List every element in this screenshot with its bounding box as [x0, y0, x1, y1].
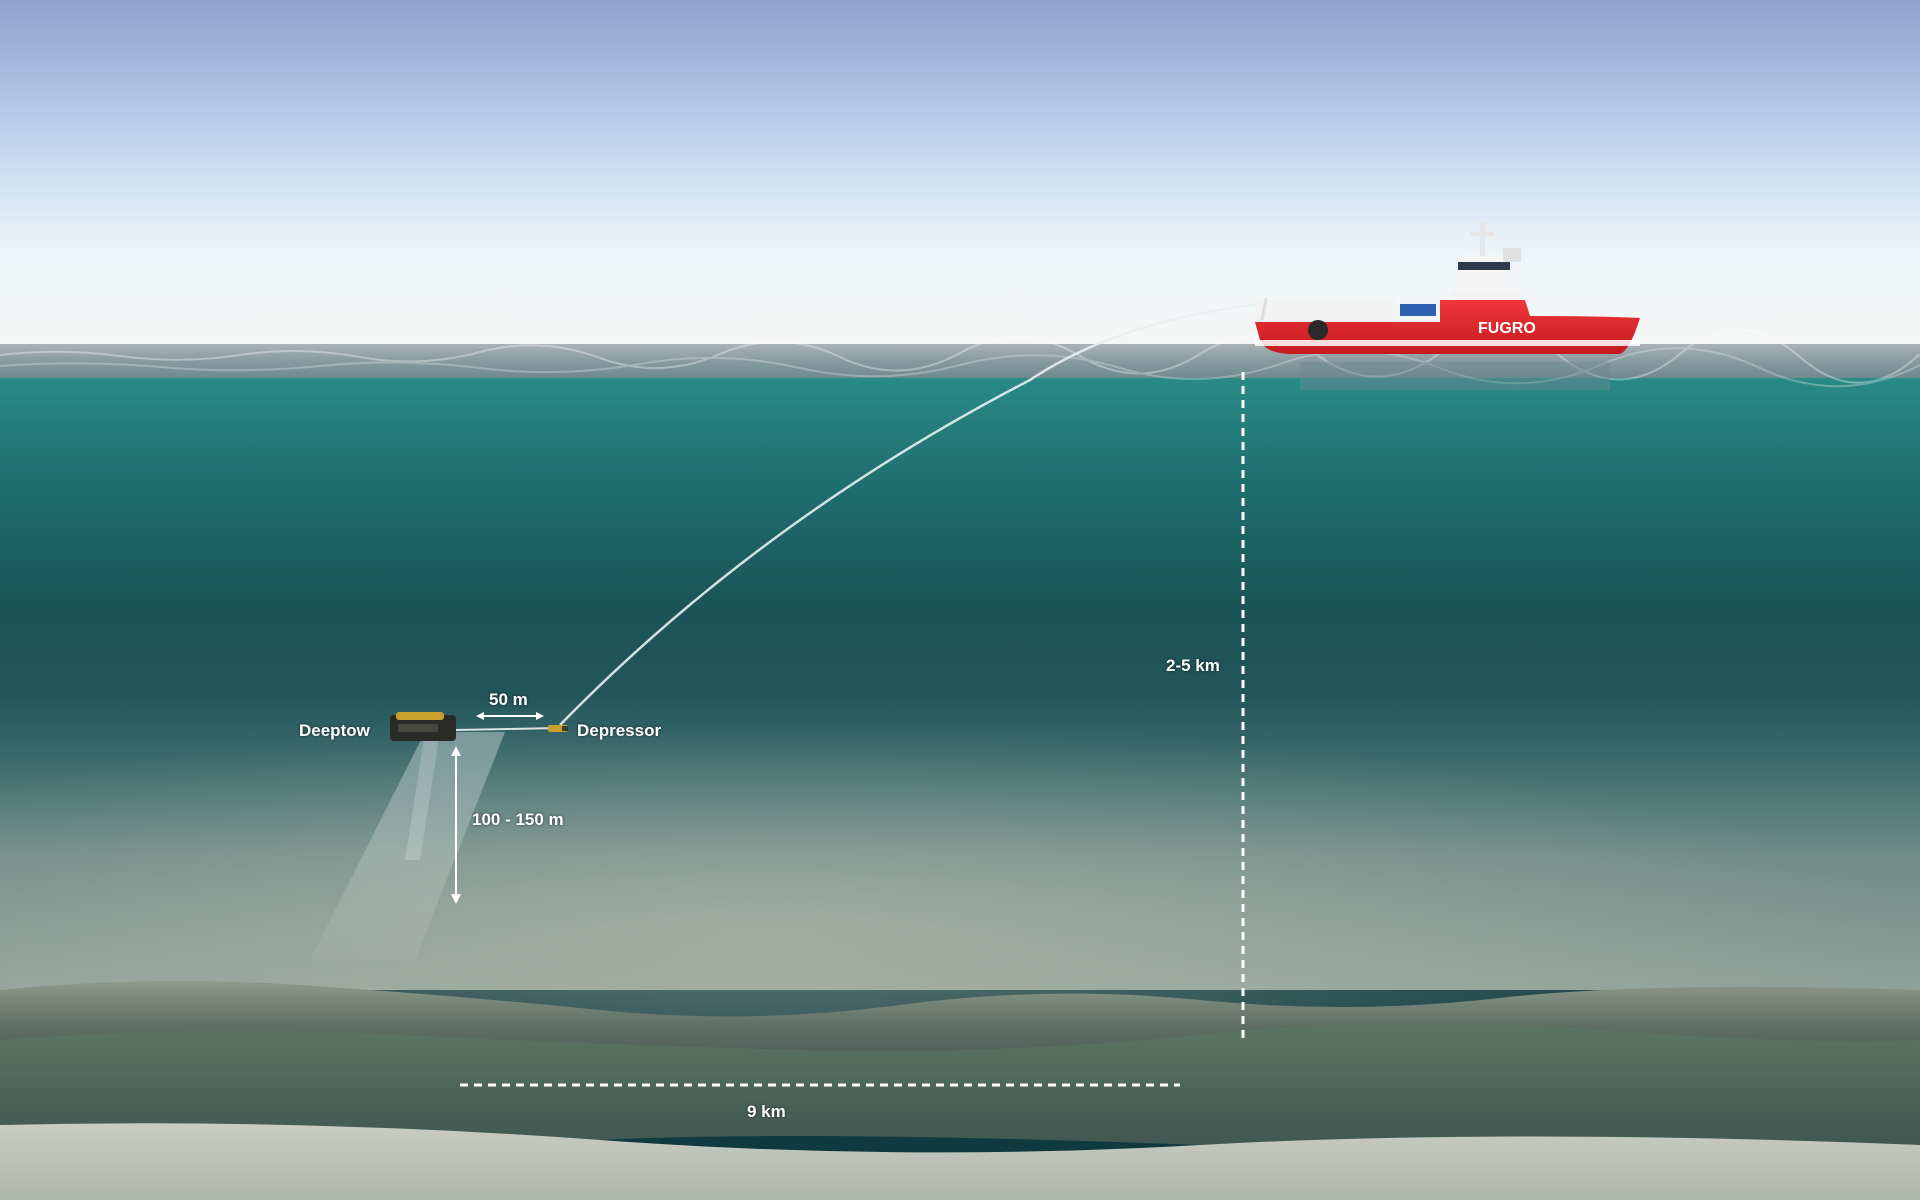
survey-ship: FUGRO: [1255, 222, 1640, 390]
tow-cable: [559, 302, 1263, 726]
surface-waves: [0, 328, 1920, 388]
tether-length-arrow: [476, 712, 544, 720]
depressor-label: Depressor: [577, 721, 662, 740]
altitude-arrow: [451, 746, 461, 904]
swath-width-label: 9 km: [747, 1102, 786, 1121]
deeptow-label: Deeptow: [299, 721, 370, 740]
altitude-label: 100 - 150 m: [472, 810, 564, 829]
sky: [0, 0, 1920, 352]
ship-brand-logo: FUGRO: [1478, 320, 1536, 337]
depressor-weight: [548, 725, 568, 732]
tether-length-label: 50 m: [489, 690, 528, 709]
seafloor-layer-bottom: [0, 1123, 1920, 1200]
water-depth-label: 2-5 km: [1166, 656, 1220, 675]
water-column: [0, 370, 1920, 990]
sonar-beam-narrow: [405, 732, 440, 860]
seabed-haze: [0, 720, 1920, 1020]
tether-line: [454, 727, 561, 731]
seafloor-layer-middle: [0, 1023, 1920, 1154]
deeptow-vehicle: [390, 712, 456, 741]
